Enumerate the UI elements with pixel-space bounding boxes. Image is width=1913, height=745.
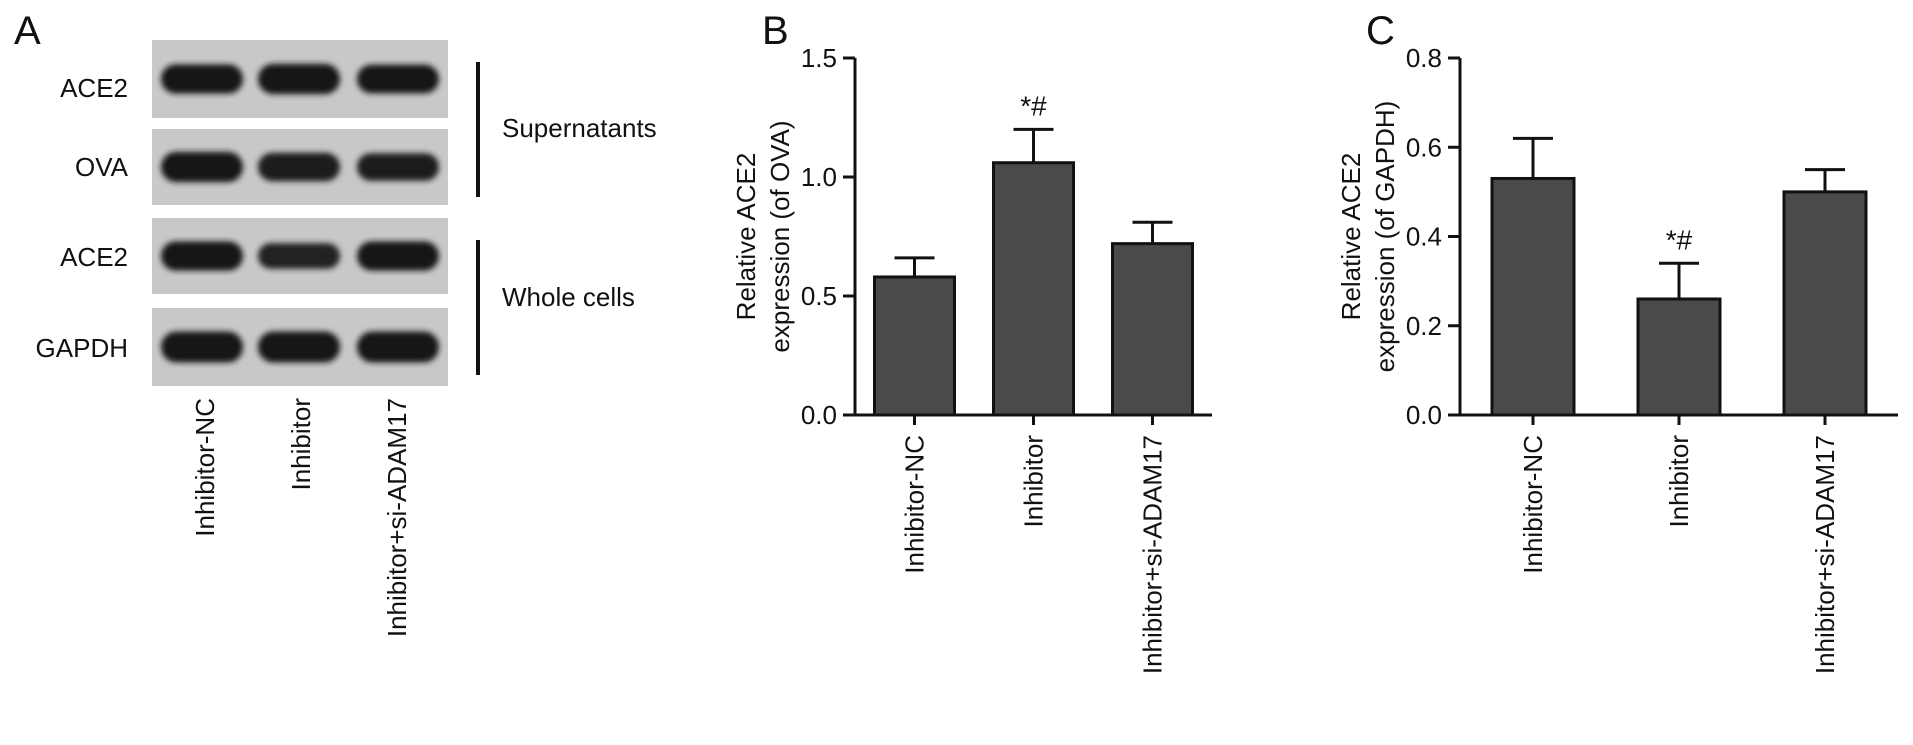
x-tick-label: Inhibitor-NC [900,435,930,574]
x-tick-label: Inhibitor+si-ADAM17 [1138,435,1168,674]
blot-band [357,331,439,363]
bar [1490,176,1576,417]
bar [873,275,956,417]
y-tick-label: 0.0 [801,400,837,430]
blot-band [161,331,243,363]
lane-label: Inhibitor+si-ADAM17 [382,398,412,637]
blot-band [258,63,340,95]
significance-annotation: *# [1666,224,1693,255]
blot-row-label: ACE2 [60,242,128,272]
blot-band [161,241,243,271]
blot-row-ova: OVA [75,129,448,205]
panel-c-letter: C [1366,9,1395,53]
y-axis-label: Relative ACE2 [1336,153,1366,321]
y-tick-label: 1.5 [801,43,837,73]
y-tick-label: 1.0 [801,162,837,192]
blot-band [357,241,439,271]
group-label-whole-cells: Whole cells [502,282,635,312]
x-tick-label: Inhibitor-NC [1518,435,1548,574]
y-axis-label: Relative ACE2 [731,153,761,321]
blot-row-label: OVA [75,152,129,182]
blot-row-ace2-supernatant: ACE2 [60,40,448,118]
y-tick-label: 0.8 [1406,43,1442,73]
blot-band [357,153,439,181]
blot-band [161,64,243,94]
x-tick-label: Inhibitor [1664,435,1694,528]
panel-a-letter: A [14,9,41,53]
y-axis-label: expression (of OVA) [765,120,795,352]
bar [1782,190,1868,417]
blot-row-gapdh: GAPDH [36,308,448,386]
panel-b-letter: B [762,9,789,53]
blot-row-ace2-whole-cells: ACE2 [60,218,448,294]
bar-chart-c: 0.0 0.2 0.4 0.6 0.8 Relative ACE2 expression (… [1336,43,1898,674]
blot-band [161,151,243,183]
significance-annotation: *# [1020,90,1047,121]
blot-row-label: GAPDH [36,333,128,363]
bar [1111,242,1194,417]
x-tick-label: Inhibitor+si-ADAM17 [1810,435,1840,674]
y-tick-label: 0.2 [1406,311,1442,341]
chart-panel-b: B 0.0 0.5 1.0 1.5 Relative ACE2 expression (o… [731,9,1212,674]
blot-band [258,152,340,182]
bar [1636,297,1722,417]
y-tick-label: 0.0 [1406,400,1442,430]
x-tick-label: Inhibitor [1019,435,1049,528]
western-blot-panel: A ACE2 OVA ACE2 GAPDH Supernatants Whole… [14,9,657,637]
group-label-supernatants: Supernatants [502,113,657,143]
lane-label: Inhibitor-NC [190,398,220,537]
y-tick-label: 0.5 [801,281,837,311]
blot-band [357,64,439,94]
bar [992,161,1075,417]
blot-band [258,331,340,363]
y-axis-label: expression (of GAPDH) [1370,101,1400,373]
y-tick-label: 0.6 [1406,132,1442,162]
blot-band [258,243,340,269]
bar-chart-b: 0.0 0.5 1.0 1.5 Relative ACE2 expression (of … [731,43,1212,674]
chart-panel-c: C 0.0 0.2 0.4 0.6 0.8 Relative ACE2 expression… [1336,9,1898,674]
blot-row-label: ACE2 [60,73,128,103]
lane-label: Inhibitor [286,398,316,491]
y-tick-label: 0.4 [1406,222,1442,252]
